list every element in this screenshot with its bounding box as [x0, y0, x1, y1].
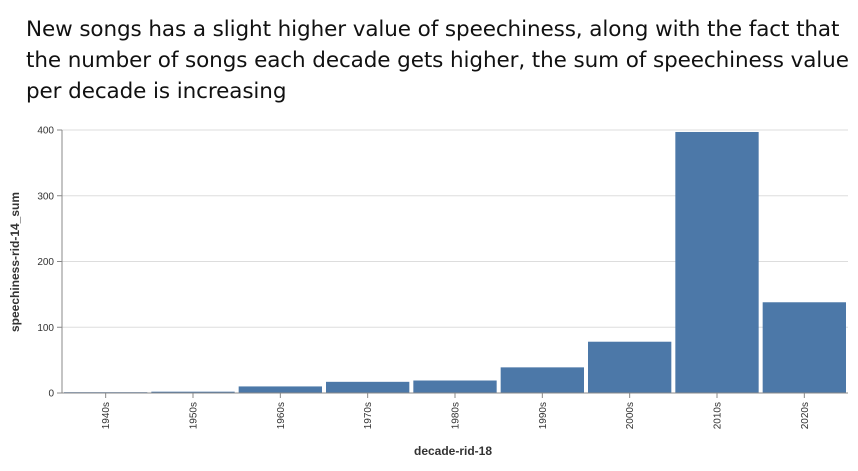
bar-1990s [500, 367, 584, 393]
y-tick-label: 300 [37, 191, 54, 202]
y-axis-title: speechiness-rid-14_sum [8, 192, 22, 332]
x-tick-label: 1940s [101, 402, 112, 429]
x-axis-title: decade-rid-18 [414, 444, 492, 458]
y-tick-label: 400 [37, 126, 54, 137]
bar-2010s [675, 131, 759, 393]
chart-caption: New songs has a slight higher value of s… [26, 17, 849, 104]
x-tick-label: 2010s [713, 402, 724, 429]
y-tick-label: 200 [37, 257, 54, 268]
bar-2000s [588, 341, 672, 393]
x-tick-label: 1960s [276, 402, 287, 429]
bar-1970s [326, 381, 410, 393]
bars [64, 131, 846, 393]
bar-1950s [151, 391, 235, 393]
y-tick-label: 0 [48, 389, 54, 400]
x-tick-label: 1980s [451, 402, 462, 429]
x-tick-label: 2020s [800, 402, 811, 429]
x-tick-label: 1950s [189, 402, 200, 429]
x-tick-label: 1970s [363, 402, 374, 429]
bar-2020s [762, 302, 846, 393]
axes: 0 100 200 300 400 1940s 1950s 1960s 1970s 1980s 19… [37, 126, 848, 429]
x-tick-label: 1990s [538, 402, 549, 429]
bar-1960s [238, 386, 322, 393]
x-tick-label: 2000s [625, 402, 636, 429]
y-tick-label: 100 [37, 323, 54, 334]
bar-1980s [413, 380, 497, 393]
